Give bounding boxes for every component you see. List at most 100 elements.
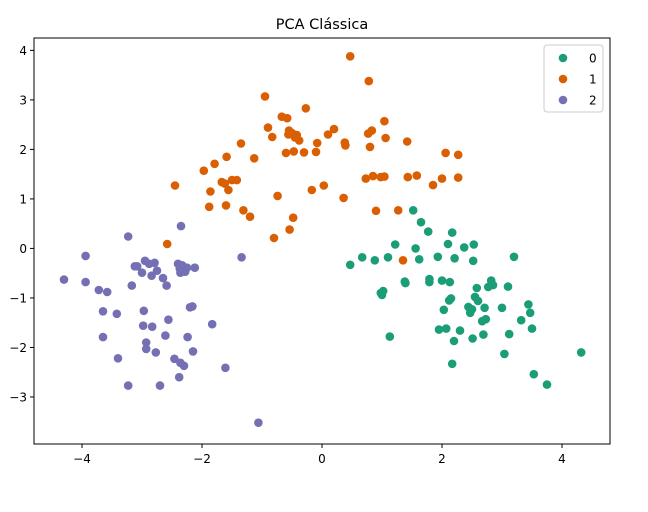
data-point-series-1 — [329, 124, 339, 134]
data-point-series-1 — [307, 185, 317, 195]
data-point-series-1 — [249, 154, 259, 163]
data-point-series-2 — [113, 354, 123, 363]
data-point-series-2 — [147, 271, 156, 281]
data-point-series-2 — [237, 252, 246, 262]
data-point-series-0 — [447, 228, 457, 237]
data-point-series-1 — [269, 233, 279, 243]
data-point-series-1 — [453, 173, 463, 182]
x-tick-label: 2 — [438, 452, 446, 466]
data-point-series-2 — [151, 348, 161, 357]
data-point-series-2 — [188, 347, 198, 356]
data-point-series-2 — [132, 262, 142, 271]
data-point-series-1 — [273, 191, 282, 201]
data-point-series-2 — [188, 302, 197, 311]
data-point-series-2 — [141, 344, 151, 354]
data-point-series-2 — [98, 332, 108, 342]
data-point-series-0 — [480, 303, 489, 313]
data-point-series-1 — [380, 116, 389, 126]
data-point-series-1 — [162, 239, 172, 249]
data-point-series-0 — [468, 256, 478, 266]
data-point-series-0 — [469, 240, 479, 249]
x-tick-label: −4 — [73, 452, 91, 466]
y-tick-label: 1 — [19, 192, 27, 206]
data-point-series-1 — [210, 159, 219, 169]
data-point-series-1 — [367, 126, 377, 135]
data-point-series-0 — [447, 359, 457, 369]
x-tick-label: 0 — [318, 452, 326, 466]
y-tick-label: 3 — [19, 93, 27, 107]
data-point-series-1 — [206, 187, 215, 196]
data-point-series-1 — [199, 166, 209, 175]
data-point-series-1 — [260, 92, 270, 101]
data-point-series-0 — [467, 305, 477, 314]
data-point-series-1 — [341, 141, 350, 150]
data-point-series-0 — [488, 280, 498, 290]
data-point-series-0 — [497, 303, 507, 313]
data-point-series-0 — [446, 294, 456, 303]
data-point-series-0 — [542, 380, 552, 389]
legend-marker-series-0 — [558, 53, 568, 63]
data-point-series-2 — [162, 281, 171, 290]
data-point-series-0 — [383, 252, 393, 262]
data-point-series-2 — [147, 322, 157, 332]
data-point-series-2 — [81, 251, 90, 261]
data-point-series-0 — [449, 336, 459, 346]
data-point-series-0 — [503, 282, 513, 291]
data-point-series-1 — [428, 180, 438, 190]
data-point-series-1 — [239, 206, 248, 215]
data-point-series-0 — [433, 252, 443, 262]
data-point-series-2 — [182, 263, 192, 273]
data-point-series-0 — [443, 239, 453, 249]
data-point-series-1 — [288, 213, 298, 222]
data-point-series-1 — [368, 171, 378, 181]
legend-label-series-1: 1 — [589, 73, 597, 87]
data-point-series-1 — [224, 185, 233, 195]
data-point-series-2 — [150, 258, 159, 268]
data-point-series-1 — [361, 174, 371, 183]
data-point-series-0 — [509, 252, 519, 262]
data-point-series-2 — [98, 307, 108, 316]
data-point-series-1 — [393, 206, 403, 215]
data-point-series-0 — [414, 254, 424, 264]
data-point-series-0 — [378, 286, 388, 296]
data-point-series-0 — [500, 349, 509, 359]
data-point-series-1 — [245, 212, 255, 221]
data-point-series-2 — [158, 273, 168, 283]
data-point-series-2 — [81, 277, 90, 287]
data-point-series-1 — [285, 225, 294, 234]
data-point-series-1 — [311, 147, 321, 157]
data-point-series-0 — [411, 244, 420, 253]
data-point-series-1 — [381, 133, 390, 143]
data-point-series-0 — [455, 326, 465, 335]
y-tick-label: −2 — [9, 341, 27, 355]
data-point-series-1 — [380, 172, 389, 181]
data-point-series-0 — [434, 325, 444, 334]
data-point-series-2 — [152, 266, 162, 276]
data-point-series-0 — [481, 314, 491, 324]
data-point-series-0 — [401, 278, 410, 288]
data-point-series-2 — [137, 268, 147, 278]
data-point-series-2 — [155, 381, 165, 390]
legend: 0 1 2 — [543, 44, 604, 113]
data-point-series-2 — [179, 361, 189, 371]
data-point-series-1 — [412, 171, 422, 180]
data-point-series-0 — [576, 348, 586, 357]
data-point-series-0 — [437, 276, 447, 285]
data-point-series-0 — [423, 227, 433, 236]
data-point-series-1 — [232, 175, 242, 185]
data-point-series-0 — [450, 253, 459, 263]
data-point-series-0 — [524, 300, 533, 309]
data-point-series-2 — [176, 221, 186, 231]
data-point-series-0 — [385, 332, 395, 341]
y-tick-label: 4 — [19, 44, 27, 58]
data-point-series-2 — [138, 321, 148, 331]
data-point-series-1 — [222, 152, 231, 162]
data-point-series-0 — [408, 206, 418, 215]
x-tick-label: 4 — [558, 452, 566, 466]
data-point-series-2 — [59, 275, 69, 284]
data-point-series-1 — [312, 138, 322, 148]
data-point-series-0 — [472, 283, 482, 293]
data-point-series-2 — [183, 332, 192, 342]
legend-label-series-2: 2 — [589, 94, 597, 108]
data-point-series-1 — [365, 142, 375, 152]
